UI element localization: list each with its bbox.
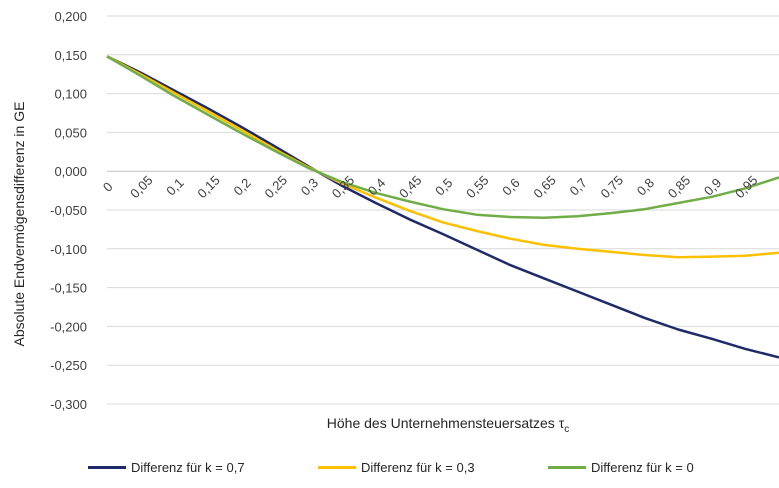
x-tick-label: 0,3 [298, 175, 321, 198]
x-tick-label: 0,85 [665, 173, 694, 202]
x-tick-label: 0,05 [127, 173, 156, 202]
x-tick-label: 0,2 [231, 175, 254, 198]
x-tick-label: 0,75 [598, 173, 627, 202]
y-tick-label: -0,150 [50, 281, 87, 296]
x-tick-label: 0,5 [432, 175, 455, 198]
legend-item-k03: Differenz für k = 0,3 [318, 460, 475, 475]
y-tick-label: -0,250 [50, 358, 87, 373]
y-tick-label: 0,000 [54, 164, 87, 179]
y-tick-label: 0,100 [54, 87, 87, 102]
y-tick-label: -0,200 [50, 319, 87, 334]
legend-item-k0: Differenz für k = 0 [548, 460, 694, 475]
series-line-2 [106, 55, 779, 220]
x-axis-title: Höhe des Unternehmensteuersatzes τc [327, 415, 569, 435]
y-tick-label: 0,150 [54, 48, 87, 63]
legend-label-k07: Differenz für k = 0,7 [131, 460, 245, 475]
x-tick-label: 0,45 [396, 173, 425, 202]
x-tick-label: 0 [100, 179, 116, 195]
y-tick-label: -0,300 [50, 397, 87, 412]
legend-swatch-k03 [318, 466, 356, 469]
legend-swatch-k07 [88, 466, 126, 469]
x-tick-label: 0,55 [463, 173, 492, 202]
x-tick-label: 0,95 [732, 173, 761, 202]
x-axis-title-subscript: c [564, 424, 569, 435]
legend-item-k07: Differenz für k = 0,7 [88, 460, 245, 475]
x-tick-labels: 0 0,05 0,1 0,15 0,2 0,25 0,3 0,35 0,4 0,45 0,5 0,55… [100, 173, 761, 202]
legend-swatch-k0 [548, 466, 586, 469]
x-tick-label: 0,35 [329, 173, 358, 202]
x-tick-label: 0,25 [262, 173, 291, 202]
y-axis-title: Absolute Endvermögensdifferenz in GE [11, 102, 27, 347]
x-axis-title-text: Höhe des Unternehmensteuersatzes [327, 415, 555, 431]
y-tick-labels: 0,200 0,150 0,100 0,050 0,000 -0,050 -0,100 -0,… [50, 9, 87, 412]
chart-series [106, 55, 779, 359]
x-tick-label: 0,1 [163, 175, 186, 198]
x-tick-label: 0,15 [194, 173, 223, 202]
legend: Differenz für k = 0,7 Differenz für k = … [0, 460, 779, 482]
x-tick-label: 0,65 [530, 173, 559, 202]
line-chart: 0,2000,1500,1000,0500,000-0,050-0,100-0,… [11, 9, 779, 435]
x-axis-title-symbol: τ [559, 415, 565, 431]
x-tick-label: 0,7 [567, 175, 590, 198]
series-line-1 [106, 55, 779, 259]
y-tick-label: 0,050 [54, 125, 87, 140]
y-tick-label: 0,200 [54, 9, 87, 24]
legend-label-k0: Differenz für k = 0 [591, 460, 694, 475]
x-tick-label: 0,6 [499, 175, 522, 198]
series-line-0 [106, 55, 779, 359]
legend-label-k03: Differenz für k = 0,3 [361, 460, 475, 475]
y-tick-label: -0,100 [50, 242, 87, 257]
x-tick-label: 0,8 [634, 175, 657, 198]
y-tick-label: -0,050 [50, 203, 87, 218]
